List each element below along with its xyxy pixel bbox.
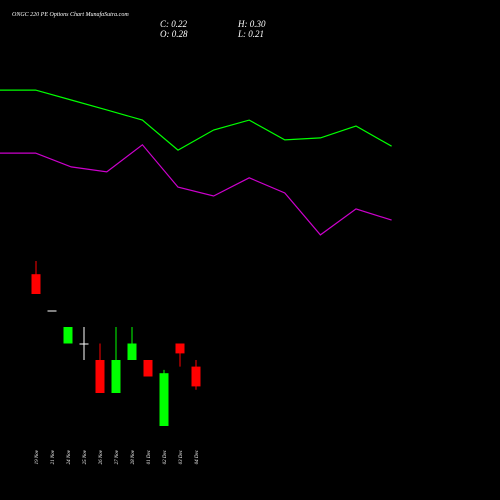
candle-body [159, 373, 169, 426]
x-tick-label: 19 Nov [35, 449, 40, 464]
x-tick-label: 01 Dec [147, 449, 152, 464]
candle-body [175, 343, 185, 354]
x-tick-label: 04 Dec [195, 449, 200, 464]
x-tick-label: 28 Nov [131, 449, 136, 464]
x-tick-label: 24 Nov [67, 449, 72, 464]
x-tick-label: 03 Dec [179, 449, 184, 464]
candle-body [111, 360, 121, 393]
stat-high: H: 0.30 [237, 19, 266, 29]
candle-body [47, 310, 57, 312]
indicator-line [0, 143, 392, 236]
candle-body [63, 327, 73, 344]
x-tick-label: 27 Nov [115, 449, 120, 464]
indicator-line [0, 89, 392, 151]
x-tick-label: 21 Nov [51, 449, 56, 464]
x-tick-label: 26 Nov [99, 449, 104, 464]
candle-body [95, 360, 105, 393]
stat-close: C: 0.22 [160, 19, 188, 29]
candle-body [79, 343, 89, 345]
stat-open: O: 0.28 [160, 29, 188, 39]
chart-title: ONGC 220 PE Options Chart MunafaSutra.co… [12, 11, 129, 18]
candle-body [191, 366, 201, 387]
x-tick-label: 25 Nov [83, 449, 88, 464]
candle-body [143, 360, 153, 377]
x-tick-label: 02 Dec [163, 449, 168, 464]
stat-low: L: 0.21 [237, 29, 264, 39]
candle-body [31, 274, 41, 294]
candle-body [127, 343, 137, 360]
